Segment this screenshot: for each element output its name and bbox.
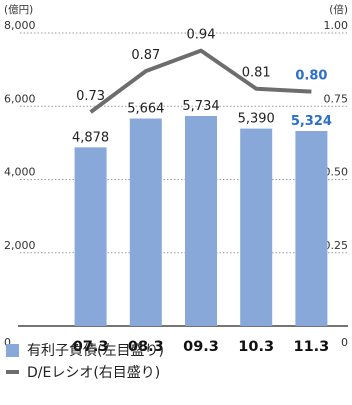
left-tick-label: 0: [4, 336, 11, 349]
bar: [185, 115, 217, 326]
category-label: 11.3: [294, 339, 330, 355]
line-value-label: 0.73: [76, 89, 105, 104]
right-tick-label: 0.75: [324, 92, 349, 105]
bar-value-label: 5,324: [291, 114, 332, 129]
category-label: 08.3: [128, 339, 164, 355]
right-tick-label: 1.00: [324, 19, 349, 32]
line-value-label: 0.80: [295, 69, 327, 84]
left-tick-label: 4,000: [4, 166, 36, 179]
category-label: 09.3: [183, 339, 219, 355]
line-value-label: 0.87: [131, 48, 160, 63]
legend-line-swatch: [6, 370, 19, 374]
bar: [129, 118, 162, 326]
left-tick-label: 2,000: [4, 239, 36, 252]
bar-value-label: 4,878: [72, 130, 109, 145]
legend-bar-swatch: [6, 343, 19, 357]
left-tick-label: 8,000: [4, 19, 36, 32]
right-tick-label: 0.50: [324, 166, 349, 179]
bar-value-label: 5,734: [182, 99, 219, 114]
right-tick-label: 0.25: [324, 239, 349, 252]
bar-value-label: 5,390: [238, 112, 275, 127]
de-ratio-line: [89, 48, 312, 114]
line-value-label: 0.81: [242, 66, 271, 81]
legend-line-label: D/Eレシオ(右目盛り): [27, 365, 161, 381]
bar-value-label: 5,664: [127, 102, 164, 117]
legend-item-bar: 有利子負債(左目盛り): [6, 340, 164, 360]
line-value-label: 0.94: [187, 28, 216, 43]
right-tick-label: 0: [341, 336, 348, 349]
bar: [295, 131, 328, 326]
right-axis-unit: (倍): [329, 3, 348, 16]
category-label: 10.3: [238, 339, 274, 355]
bar: [74, 147, 107, 326]
category-label: 07.3: [73, 339, 109, 355]
legend-bar-label: 有利子負債(左目盛り): [27, 343, 164, 359]
left-tick-label: 6,000: [4, 92, 36, 105]
bar: [240, 128, 273, 326]
left-axis-unit: (億円): [4, 3, 33, 16]
legend-item-line: D/Eレシオ(右目盛り): [6, 362, 160, 382]
